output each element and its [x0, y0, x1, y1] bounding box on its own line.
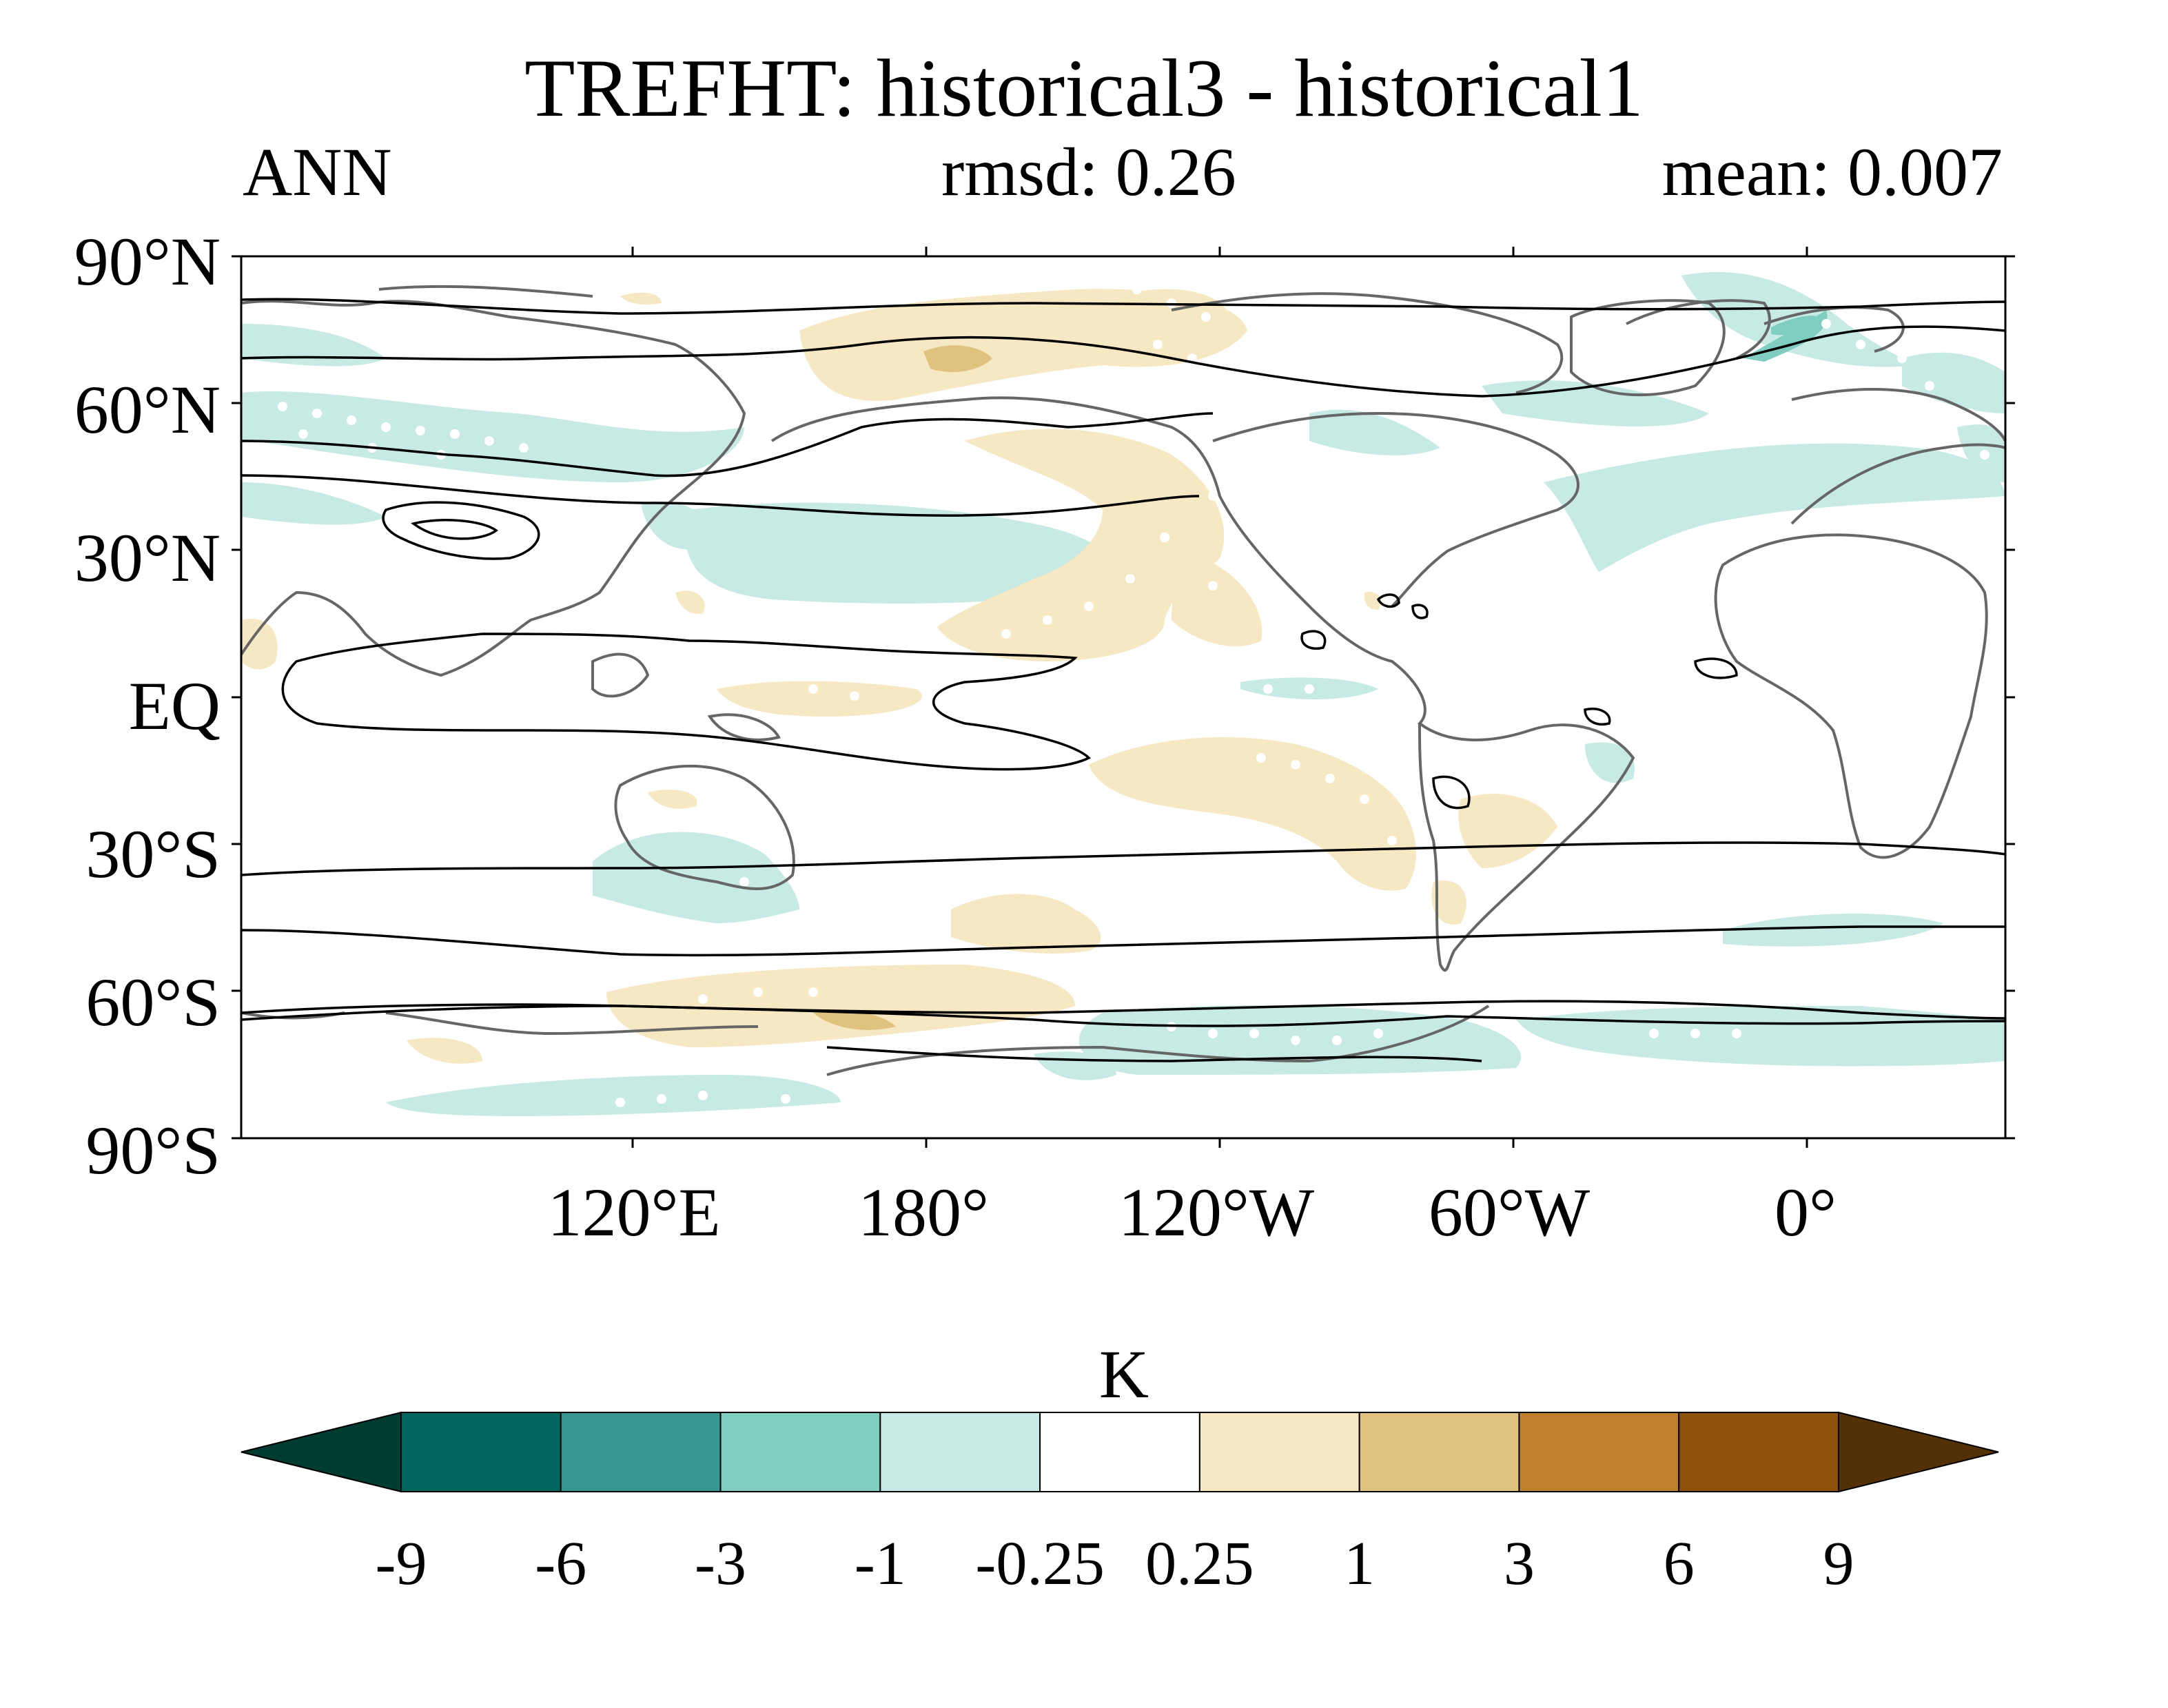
colorbar-segment	[1518, 1412, 1680, 1492]
lon-label-0: 0°	[1775, 1174, 1837, 1251]
colorbar-tick-label: 0.25	[1145, 1530, 1254, 1598]
colorbar-tick-label: 9	[1823, 1530, 1854, 1598]
negative-anomaly-strong	[1743, 310, 1828, 362]
colorbar-tick-label: -6	[535, 1530, 587, 1598]
lat-label-30n: 30°N	[74, 519, 221, 596]
colorbar-segment	[879, 1412, 1041, 1492]
positive-anomaly-strong	[813, 345, 992, 1030]
colorbar-tick-label: 1	[1344, 1530, 1376, 1598]
colorbar-segment	[1198, 1412, 1360, 1492]
colorbar-segment	[560, 1412, 722, 1492]
lat-label-90n: 90°N	[74, 223, 221, 300]
colorbar-tick-label: 3	[1503, 1530, 1535, 1598]
colorbar-segment	[1358, 1412, 1520, 1492]
colorbar-unit-label: K	[1098, 1336, 1149, 1412]
coastlines	[241, 285, 2005, 1076]
colorbar-segment	[400, 1412, 562, 1492]
colorbar-tick-label: -9	[375, 1530, 427, 1598]
lon-label-180: 180°	[858, 1174, 989, 1251]
lon-label-120w: 120°W	[1118, 1174, 1315, 1251]
lat-label-60n: 60°N	[74, 371, 221, 448]
colorbar-segment	[719, 1412, 881, 1492]
significance-stippling	[278, 285, 1990, 1107]
lat-label-eq: EQ	[128, 668, 221, 744]
lon-label-120e: 120°E	[547, 1174, 721, 1251]
colorbar-tick-label: -1	[854, 1530, 906, 1598]
season-label: ANN	[243, 134, 392, 210]
lat-label-60s: 60°S	[85, 964, 221, 1040]
lat-label-90s: 90°S	[85, 1112, 221, 1189]
colorbar-tick-label: -0.25	[975, 1530, 1105, 1598]
plot-title: TREFHT: historical3 - historical1	[524, 42, 1644, 134]
lat-label-30s: 30°S	[85, 816, 221, 892]
colorbar	[241, 1411, 1999, 1493]
climatology-contours	[241, 298, 2005, 1062]
negative-anomaly-regions	[241, 271, 2005, 1116]
colorbar-segment	[1678, 1412, 1839, 1492]
lon-label-60w: 60°W	[1428, 1174, 1591, 1251]
colorbar-tick-label: 6	[1663, 1530, 1695, 1598]
mean-label: mean: 0.007	[1661, 134, 2003, 210]
rmsd-label: rmsd: 0.26	[941, 134, 1236, 210]
colorbar-extend-high	[1838, 1411, 1999, 1493]
colorbar-tick-label: -3	[695, 1530, 747, 1598]
colorbar-segment	[1039, 1412, 1200, 1492]
map-panel	[241, 271, 2005, 1116]
colorbar-extend-low	[241, 1411, 402, 1493]
tick-marks	[232, 247, 2015, 1148]
